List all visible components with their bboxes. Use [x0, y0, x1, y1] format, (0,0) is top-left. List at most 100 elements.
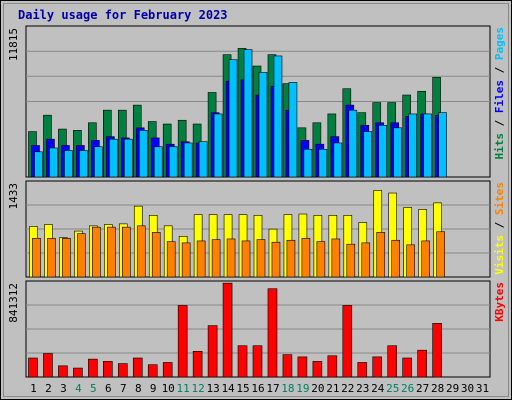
day-label: 23: [356, 382, 369, 395]
day-label: 15: [236, 382, 249, 395]
day-label: 16: [251, 382, 264, 395]
pages-bar: [138, 130, 148, 178]
kbytes-bar: [267, 288, 278, 378]
kbytes-bar: [432, 323, 442, 378]
sites-bar: [32, 237, 41, 278]
kbytes-bar: [312, 361, 323, 378]
kbytes-bar: [162, 362, 173, 378]
pages-bar: [49, 147, 58, 178]
kbytes-bar: [28, 357, 38, 378]
sites-bar: [346, 243, 356, 278]
day-label: 10: [162, 382, 175, 395]
series-legend: KBytes: [493, 282, 506, 322]
day-axis-labels: 1 2 3 4 5 6 7 8 9 10 11 12 13 14 15 16 17 18 19 20 21 22 23 24 2…: [30, 382, 489, 395]
y-max-label: 841312: [7, 283, 20, 323]
sites-bar: [421, 240, 430, 278]
day-label: 19: [296, 382, 309, 395]
day-label: 18: [281, 382, 294, 395]
sites-bar: [77, 233, 86, 278]
y-max-label: 1433: [7, 183, 20, 210]
kbytes-bar: [88, 358, 98, 378]
day-label: 14: [221, 382, 235, 395]
sites-bar: [226, 238, 236, 278]
sites-bar: [256, 239, 266, 278]
pages-bar: [64, 150, 73, 178]
day-label: 12: [192, 382, 205, 395]
kbytes-bar: [192, 351, 203, 378]
sites-bar: [47, 237, 56, 278]
day-label: 27: [416, 382, 429, 395]
kbytes-bar: [73, 367, 83, 378]
day-label: 13: [206, 382, 219, 395]
pages-bar: [288, 82, 298, 178]
day-label: 29: [446, 382, 459, 395]
day-label: 11: [177, 382, 190, 395]
pages-bar: [213, 113, 223, 178]
day-label: 26: [401, 382, 414, 395]
kbytes-bar: [387, 345, 398, 378]
sites-bar: [107, 226, 116, 278]
day-label: 2: [45, 382, 52, 395]
pages-bar: [109, 138, 118, 178]
pages-bar: [423, 113, 432, 178]
sites-bar: [376, 232, 386, 278]
kbytes-bar: [117, 363, 128, 378]
day-label: 20: [311, 382, 324, 395]
kbytes-bar: [342, 305, 353, 378]
day-label: 8: [135, 382, 142, 395]
pages-bar: [34, 151, 43, 178]
kbytes-bar: [372, 356, 383, 378]
day-label: 3: [60, 382, 67, 395]
day-label: 1: [30, 382, 37, 395]
pages-bar: [153, 146, 163, 178]
kbytes-bar: [103, 361, 113, 378]
kbytes-bar: [327, 355, 338, 378]
sites-bar: [136, 225, 146, 278]
kbytes-bar: [177, 305, 188, 378]
legend-entry: Hits: [493, 133, 506, 160]
legend-entry: Visits: [493, 235, 506, 275]
pages-bar: [228, 59, 238, 178]
pages-bar: [363, 131, 373, 178]
kbytes-bar: [222, 282, 233, 378]
kbytes-bar: [58, 365, 68, 378]
kbytes-bar: [132, 357, 143, 378]
sites-bar: [121, 226, 131, 278]
day-label: 5: [90, 382, 97, 395]
y-max-label: 11815: [7, 28, 20, 61]
sites-bar: [301, 237, 311, 278]
pages-bar: [273, 55, 283, 178]
day-label: 21: [326, 382, 339, 395]
kbytes-bar: [43, 353, 53, 378]
day-label: 22: [341, 382, 354, 395]
legend-entry: KBytes: [493, 282, 506, 322]
sites-bar: [196, 240, 206, 278]
pages-bar: [303, 148, 313, 178]
pages-bar: [438, 112, 447, 178]
series-legend: Visits / Sites: [493, 182, 506, 275]
sites-bar: [436, 231, 445, 278]
kbytes-panel: 841312 KBytes: [7, 280, 506, 378]
day-label: 9: [150, 382, 157, 395]
sites-bar: [286, 239, 296, 278]
pages-bar: [378, 124, 388, 178]
kbytes-bar: [147, 364, 158, 378]
sites-bar: [331, 238, 341, 278]
sites-bar: [211, 239, 221, 278]
day-label: 6: [105, 382, 112, 395]
sites-bar: [361, 242, 371, 278]
pages-bar: [333, 142, 343, 178]
sites-bar: [151, 232, 161, 278]
hits-files-pages-panel: 11815 Hits / Files / Pages: [7, 25, 506, 178]
day-label: 25: [386, 382, 399, 395]
day-label: 28: [431, 382, 444, 395]
series-legend: Hits / Files / Pages: [493, 27, 506, 160]
visits-sites-panel: 1433 Visits / Sites: [7, 180, 506, 278]
day-label: 17: [266, 382, 279, 395]
pages-bar: [94, 146, 103, 178]
sites-bar: [406, 244, 415, 278]
pages-bar: [408, 113, 417, 178]
pages-bar: [183, 142, 193, 178]
sites-bar: [181, 242, 191, 278]
